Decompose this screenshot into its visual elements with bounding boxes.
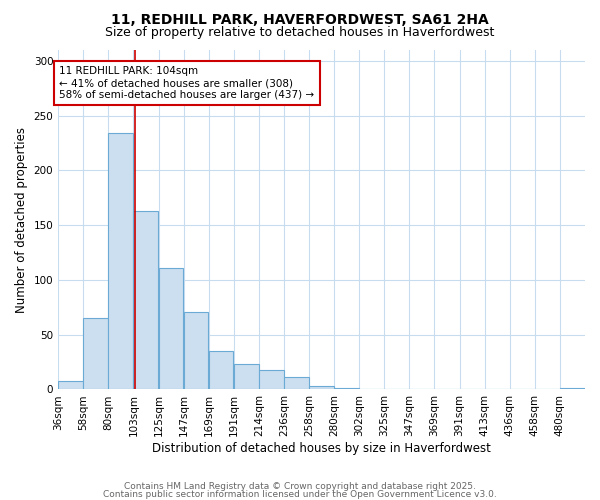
Bar [83,318,108,390]
Bar [133,211,158,390]
Bar [58,380,83,390]
X-axis label: Distribution of detached houses by size in Haverfordwest: Distribution of detached houses by size … [152,442,491,455]
Bar [259,370,284,390]
Bar [158,268,183,390]
Y-axis label: Number of detached properties: Number of detached properties [15,126,28,312]
Text: Contains public sector information licensed under the Open Government Licence v3: Contains public sector information licen… [103,490,497,499]
Text: Size of property relative to detached houses in Haverfordwest: Size of property relative to detached ho… [106,26,494,39]
Bar [234,364,259,390]
Bar [209,351,233,390]
Bar [560,388,584,390]
Bar [184,312,208,390]
Bar [334,388,359,390]
Bar [284,378,308,390]
Text: 11, REDHILL PARK, HAVERFORDWEST, SA61 2HA: 11, REDHILL PARK, HAVERFORDWEST, SA61 2H… [111,12,489,26]
Text: 11 REDHILL PARK: 104sqm
← 41% of detached houses are smaller (308)
58% of semi-d: 11 REDHILL PARK: 104sqm ← 41% of detache… [59,66,314,100]
Text: Contains HM Land Registry data © Crown copyright and database right 2025.: Contains HM Land Registry data © Crown c… [124,482,476,491]
Bar [309,386,334,390]
Bar [109,133,133,390]
